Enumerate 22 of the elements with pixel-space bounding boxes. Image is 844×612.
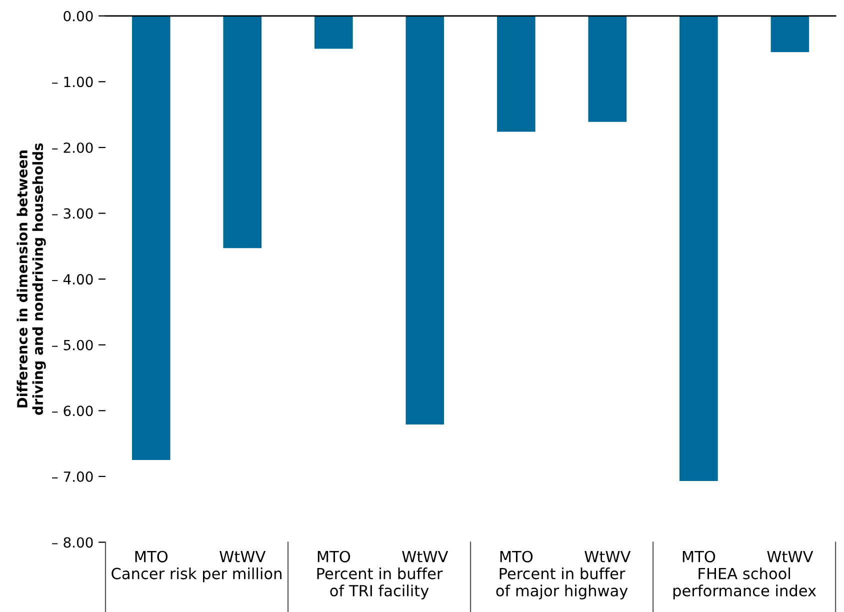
- y-tick-label: – 8.00: [52, 537, 93, 548]
- x-tick-label: WtWV: [584, 551, 631, 562]
- y-tick-label: – 1.00: [52, 76, 93, 88]
- y-tick-label: – 6.00: [52, 406, 93, 416]
- x-tick-label: MTO: [135, 550, 168, 562]
- x-tick-label: MTO: [500, 550, 533, 562]
- y-tick-label: – 4.00: [52, 274, 93, 285]
- y-tick-label: – 3.00: [52, 208, 93, 219]
- text: Percent in buffer of TRI facility: [317, 567, 443, 600]
- x-tick-label: WtWV: [402, 551, 448, 562]
- text: Cancer risk per million: [112, 567, 282, 582]
- x-tick-label: WtWV: [220, 551, 266, 562]
- text: Percent in buffer of major highway: [496, 567, 628, 600]
- y-tick-label: – 7.00: [52, 471, 93, 482]
- y-tick-label: – 5.00: [52, 340, 93, 350]
- x-tick-label: MTO: [682, 550, 716, 562]
- y-tick-label: 0.00: [64, 10, 93, 22]
- y-tick-label: – 2.00: [52, 142, 93, 153]
- y-axis-title: Difference in dimension between driving and nondriving households: [16, 143, 46, 415]
- x-tick-label: MTO: [318, 550, 350, 562]
- x-tick-label: WtWV: [767, 551, 814, 562]
- text: FHEA school performance index: [673, 567, 816, 600]
